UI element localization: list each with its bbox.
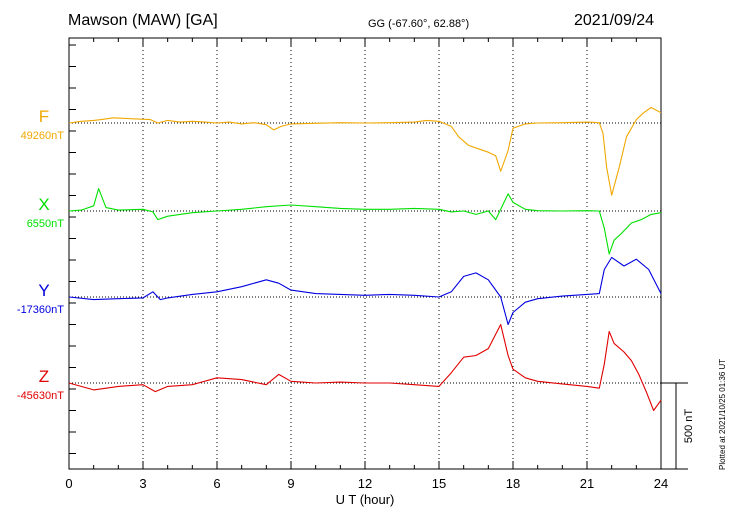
plot-date: 2021/09/24	[574, 12, 655, 29]
station-title: Mawson (MAW) [GA]	[68, 12, 218, 29]
series-name-x: X	[38, 195, 49, 214]
series-line-x	[68, 188, 662, 255]
scale-bar-label: 500 nT	[683, 409, 695, 444]
series-name-f: F	[39, 107, 49, 126]
baseline-label-z: -45630nT	[17, 390, 64, 402]
x-tick-label: 0	[65, 476, 72, 491]
x-tick-label: 24	[654, 476, 668, 491]
x-tick-label: 9	[287, 476, 294, 491]
x-tick-label: 15	[432, 476, 446, 491]
baseline-label-f: 49260nT	[21, 130, 65, 142]
x-tick-label: 3	[139, 476, 146, 491]
series-line-z	[68, 323, 662, 412]
geographic-coordinates: GG (-67.60°, 62.88°)	[368, 18, 470, 30]
x-axis-label: U T (hour)	[336, 492, 395, 507]
x-tick-label: 18	[506, 476, 520, 491]
plotted-timestamp: Plotted at 2021/10/25 01:36 UT	[718, 358, 727, 470]
baseline-label-y: -17360nT	[17, 304, 64, 316]
series-name-z: Z	[39, 367, 49, 386]
series-line-y	[68, 256, 662, 326]
x-tick-label: 12	[358, 476, 372, 491]
series-line-f	[68, 106, 662, 196]
x-tick-label: 21	[580, 476, 594, 491]
x-tick-label: 6	[213, 476, 220, 491]
series-name-y: Y	[38, 281, 49, 300]
baseline-label-x: 6550nT	[27, 218, 65, 230]
